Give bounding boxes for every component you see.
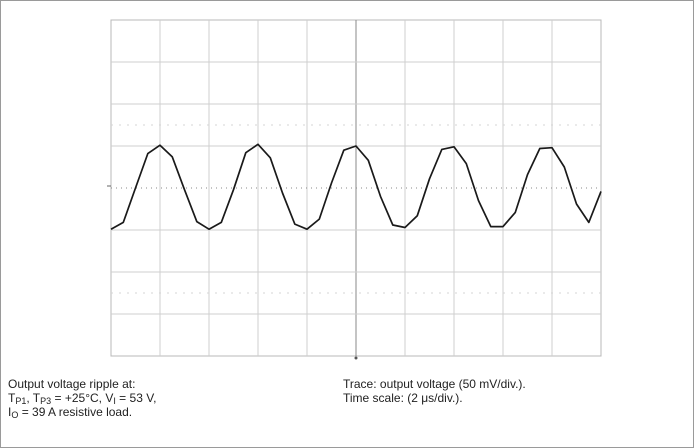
caption-text: = 39 A resistive load. xyxy=(18,405,133,419)
time-scale-label: Time scale: (2 μs/div.). xyxy=(343,391,463,405)
caption-text: , T xyxy=(26,391,41,405)
caption-text: = 53 V, xyxy=(115,391,157,405)
trace-scale-label: Trace: output voltage (50 mV/div.). xyxy=(343,377,526,391)
caption-line-3: IO = 39 A resistive load. xyxy=(8,405,156,420)
caption-trace-info: Trace: output voltage (50 mV/div.). Time… xyxy=(343,377,526,405)
caption-text: I xyxy=(8,405,12,419)
caption-subscript: I xyxy=(113,396,116,406)
caption-line-2: TP1, TP3 = +25°C, VI = 53 V, xyxy=(8,391,157,406)
caption-conditions: Output voltage ripple at: TP1, TP3 = +25… xyxy=(8,377,157,420)
caption-subscript: P3 xyxy=(40,396,52,406)
chart-grid xyxy=(107,19,602,360)
trace-group xyxy=(110,143,602,231)
trigger-marker xyxy=(354,356,358,360)
caption-line-1: Output voltage ripple at: xyxy=(8,377,136,391)
caption-text: = +25°C, V xyxy=(51,391,114,405)
voltage-trace xyxy=(110,143,602,231)
caption-text: T xyxy=(8,391,16,405)
caption-subscript: P1 xyxy=(15,396,27,406)
caption-subscript: O xyxy=(11,410,19,420)
